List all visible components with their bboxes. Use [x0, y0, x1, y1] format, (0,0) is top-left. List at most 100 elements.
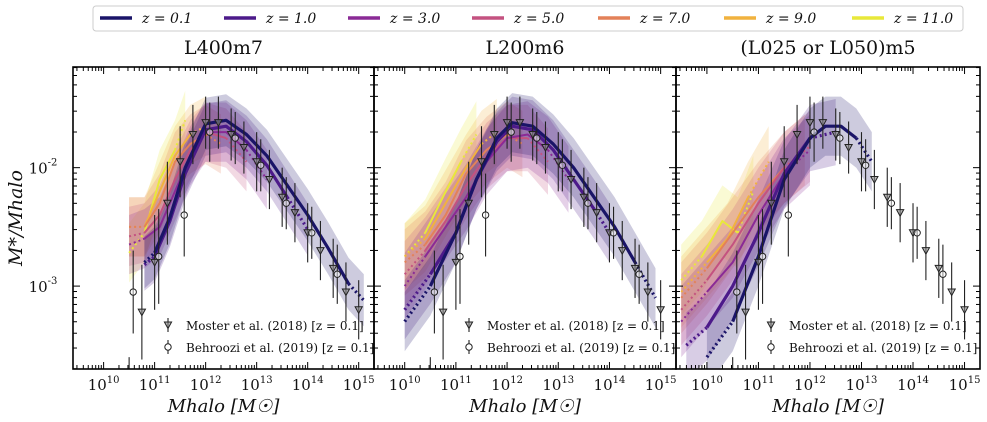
moster-point [528, 108, 538, 161]
moster-point [162, 161, 172, 245]
moster-point [541, 121, 550, 174]
x-tick-label: 1014 [897, 375, 929, 394]
moster-point [213, 96, 223, 149]
triangle-marker [515, 119, 525, 128]
x-tick-label: 1010 [389, 375, 421, 394]
median-line-extension [403, 249, 426, 275]
scatter-band [681, 114, 805, 334]
median-line-extension [680, 255, 703, 281]
median-line-extension [403, 255, 427, 287]
median-line [143, 133, 207, 228]
median-line-extension [680, 261, 708, 293]
triangle-marker [162, 199, 172, 208]
circle-marker [836, 134, 844, 142]
legend-label: z = 0.1 [141, 11, 192, 27]
triangle-marker [729, 396, 736, 403]
moster-point [354, 280, 364, 340]
circle-marker [333, 270, 341, 278]
scatter-band [706, 96, 872, 369]
triangle-marker [175, 158, 185, 167]
moster-point [137, 264, 147, 360]
moster-point [792, 104, 802, 165]
moster-point [226, 108, 236, 161]
circle-marker [939, 270, 947, 278]
behroozi-point [231, 112, 239, 165]
triangle-marker [882, 193, 892, 202]
median-line-extension [460, 134, 478, 163]
triangle-marker [818, 119, 828, 128]
median-line-extension [747, 161, 770, 198]
x-tick-label: 1011 [139, 375, 171, 394]
obs-legend-behroozi-label: Behroozi et al. (2019) [z = 0.1] [487, 341, 675, 355]
triangle-marker [528, 131, 538, 140]
triangle-marker [934, 264, 944, 273]
median-line [424, 143, 483, 240]
median-line-extension [680, 291, 708, 323]
circle-marker [913, 229, 921, 237]
triangle-marker [341, 288, 351, 297]
behroozi-point [733, 250, 741, 334]
moster-point [566, 149, 576, 210]
circle-marker [733, 288, 741, 296]
scatter-band [144, 100, 308, 291]
triangle-marker [844, 144, 854, 153]
median-line-extension [705, 320, 734, 359]
behroozi-point [507, 102, 515, 162]
behroozi-point [308, 206, 316, 259]
moster-point [947, 262, 957, 322]
behroozi-point [481, 173, 490, 257]
panel-frame [675, 66, 981, 370]
triangle-marker [656, 306, 666, 315]
moster-point [741, 264, 751, 360]
triangle-marker [630, 264, 640, 273]
obs-legend-triangle [163, 321, 173, 330]
triangle-marker [239, 144, 249, 153]
moster-point [277, 167, 287, 227]
panel: L200m6 Moster et al. (2018) [z = 0.1] Behr… [373, 37, 677, 394]
legend-label: z = 7.0 [639, 11, 690, 27]
behroozi-point [558, 139, 567, 192]
moster-point [553, 132, 563, 192]
triangle-marker [960, 306, 969, 315]
obs-legend-circle [164, 343, 172, 351]
legend-entry: z = 7.0 [598, 11, 690, 27]
x-tick-label: 1015 [645, 375, 677, 394]
triangle-marker [126, 396, 133, 403]
circle-marker [558, 161, 567, 169]
behroozi-point [282, 177, 290, 230]
circle-marker [308, 229, 316, 237]
legend-entry: z = 1.0 [224, 11, 316, 27]
triangle-marker [226, 131, 236, 140]
triangle-marker [477, 158, 486, 167]
moster-point [766, 161, 776, 245]
legend-entry: z = 11.0 [852, 11, 953, 27]
circle-marker [784, 211, 793, 219]
triangle-marker [502, 119, 512, 128]
median-line-extension [526, 137, 549, 163]
axis-labels: Mhalo [M☉] Mhalo [M☉] Mhalo [M☉] M*/Mhalo [5, 170, 885, 417]
scatter-band [144, 94, 364, 327]
moster-point [188, 104, 198, 165]
behroozi-point [861, 139, 870, 192]
triangle-marker [354, 306, 364, 315]
triangle-marker [451, 258, 461, 268]
triangle-marker [252, 158, 262, 167]
obs-legend-circle [767, 343, 775, 351]
panel-title: (L025 or L050)m5 [740, 37, 915, 59]
moster-point [857, 132, 866, 192]
behroozi-point [887, 177, 896, 230]
obs-legend: Moster et al. (2018) [z = 0.1] Behroozi e… [766, 318, 977, 355]
moster-point [150, 215, 160, 310]
triangle-marker [264, 176, 274, 185]
circle-marker [456, 252, 464, 261]
moster-point [869, 149, 879, 210]
moster-point [831, 108, 841, 161]
moster-point [515, 96, 525, 149]
triangle-marker [741, 308, 751, 317]
moster-point [341, 262, 351, 322]
moster-point [451, 215, 461, 310]
median-line-extension [403, 285, 432, 323]
triangle-marker [137, 308, 147, 317]
x-axis-label: Mhalo [M☉] [468, 396, 582, 417]
